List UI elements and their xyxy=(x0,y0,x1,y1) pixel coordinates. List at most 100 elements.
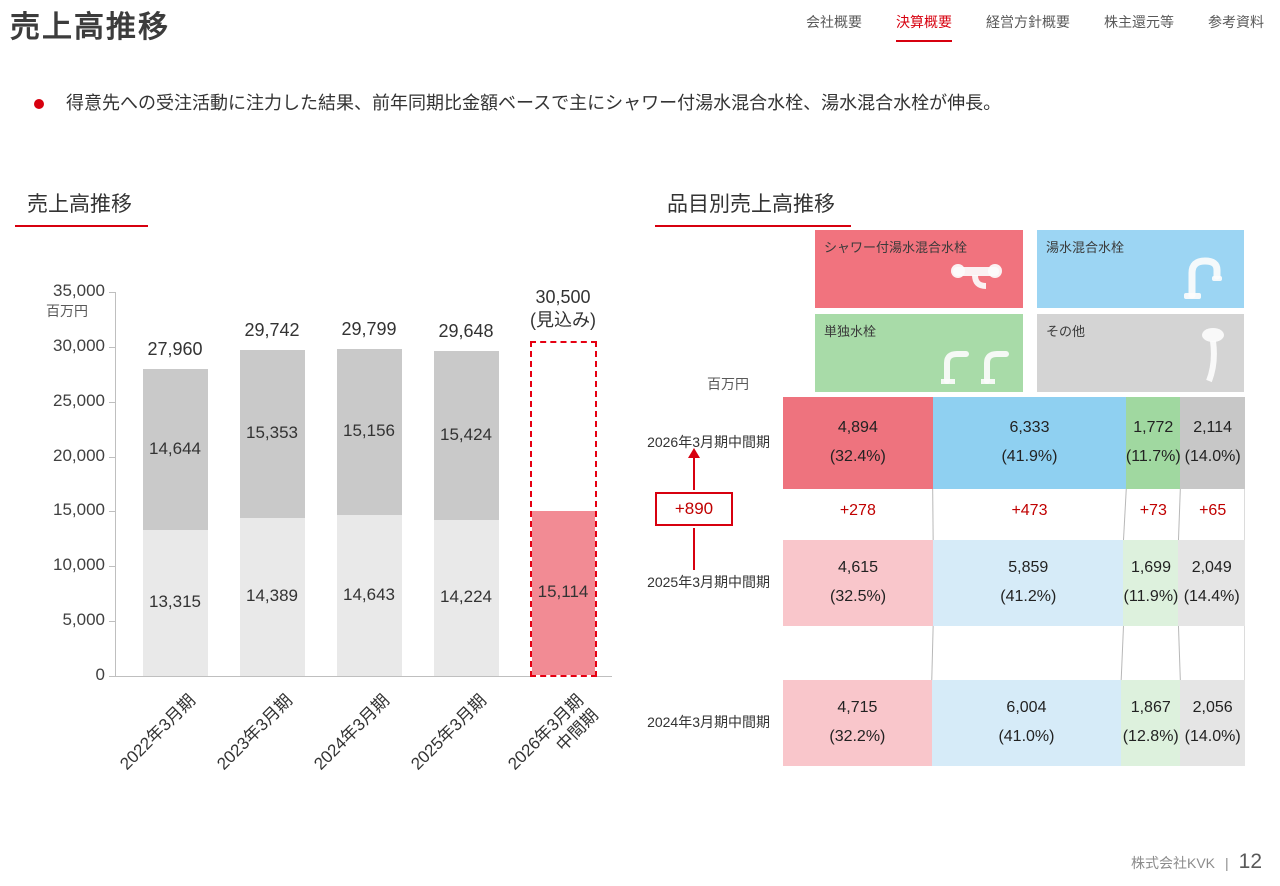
y-axis-label: 25,000 xyxy=(53,390,105,410)
category-segment: 6,333 (41.9%) xyxy=(932,397,1127,489)
category-segment: 1,867 (12.8%) xyxy=(1121,680,1181,766)
y-axis-tick xyxy=(109,566,115,568)
legend-label: シャワー付湯水混合水栓 xyxy=(824,240,968,255)
bar-value-upper: 15,353 xyxy=(246,423,298,442)
category-segment: 5,859 (41.2%) xyxy=(933,540,1124,626)
category-segment: 4,615 (32.5%) xyxy=(783,540,934,626)
segment-value: 1,772 (11.7%) xyxy=(1125,419,1181,465)
top-nav: 会社概要 決算概要 経営方針概要 株主還元等 参考資料 xyxy=(806,12,1264,42)
delta-arrow-line xyxy=(693,458,695,490)
y-axis-label: 10,000 xyxy=(53,555,105,575)
bar-total-label: 29,799 xyxy=(341,319,397,339)
y-axis-tick xyxy=(109,346,115,348)
segment-value: 2,114 (14.0%) xyxy=(1184,419,1241,465)
segment-value: 6,333 (41.9%) xyxy=(1001,419,1058,465)
category-segment: 6,004 (41.0%) xyxy=(931,680,1122,766)
bar-segment-upper xyxy=(142,369,208,530)
bar-segment-upper xyxy=(239,350,305,518)
bar-total-label: 29,648 xyxy=(438,321,494,341)
period-label: 2025年3月期中間期 xyxy=(647,574,770,590)
segment-value: 4,894 (32.4%) xyxy=(829,419,886,465)
bar-segment-lower xyxy=(239,518,305,676)
bar-value-lower: 13,315 xyxy=(149,592,201,611)
segment-value: 4,615 (32.5%) xyxy=(830,559,887,605)
y-axis-label: 15,000 xyxy=(53,500,105,520)
delta-value: +278 xyxy=(839,502,876,519)
page-title: 売上高推移 xyxy=(10,11,170,44)
bar-total-label: 29,742 xyxy=(244,320,300,340)
mixer-faucet-image xyxy=(1174,249,1238,306)
category-segment: 2,114 (14.0%) xyxy=(1180,397,1245,489)
bar-value-upper: 14,644 xyxy=(149,438,201,458)
segment-value: 6,004 (41.0%) xyxy=(998,699,1055,745)
unit-label-right: 百万円 xyxy=(707,376,749,392)
y-axis-tick xyxy=(109,401,115,403)
bar-segment-upper xyxy=(433,351,499,520)
category-segment: 2,049 (14.4%) xyxy=(1178,540,1245,626)
left-section-heading: 売上高推移 xyxy=(15,188,148,227)
x-axis-line xyxy=(115,676,612,677)
bar-value-lower: 14,389 xyxy=(246,586,298,605)
footer: 株式会社KVK | 12 xyxy=(1131,850,1262,874)
shower-head-image xyxy=(1188,323,1238,390)
nav-tab-3[interactable]: 経営方針概要 xyxy=(986,14,1070,30)
segment-value: 2,049 (14.4%) xyxy=(1183,559,1240,605)
y-axis-label: 35,000 xyxy=(53,281,105,300)
y-axis-tick xyxy=(109,292,115,293)
single-faucet-image xyxy=(933,337,1017,390)
y-axis-line xyxy=(115,292,116,676)
period-label: 2026年3月期中間期 xyxy=(647,434,770,450)
y-axis-label: 5,000 xyxy=(62,610,105,630)
bar-segment-lower xyxy=(142,530,208,676)
legend-label: 単独水栓 xyxy=(824,324,877,339)
page-number: 12 xyxy=(1238,850,1262,873)
delta-value: +73 xyxy=(1139,502,1167,519)
bar-forecast-outline xyxy=(529,341,597,677)
bar-value-upper: 15,424 xyxy=(440,424,492,444)
nav-tab-4[interactable]: 株主還元等 xyxy=(1104,14,1174,30)
bar-value-upper: 15,156 xyxy=(343,421,395,440)
category-segment: 1,699 (11.9%) xyxy=(1123,540,1179,626)
legend-item-2: 湯水混合水栓 xyxy=(1037,230,1244,308)
period-label: 2024年3月期中間期 xyxy=(647,714,770,730)
segment-value: 5,859 (41.2%) xyxy=(1000,559,1057,605)
y-axis-tick xyxy=(109,621,115,623)
category-segment: 4,715 (32.2%) xyxy=(783,680,932,766)
legend-item-4: その他 xyxy=(1037,314,1244,392)
y-axis-label: 0 xyxy=(95,665,105,684)
category-segment: 4,894 (32.4%) xyxy=(783,397,933,489)
legend-label: 湯水混合水栓 xyxy=(1046,240,1125,255)
bar-segment-lower xyxy=(336,515,402,676)
delta-arrow-tail xyxy=(693,528,695,570)
bar-value-lower: 15,114 xyxy=(537,582,589,601)
footer-company: 株式会社KVK xyxy=(1130,855,1215,871)
category-segment: 2,056 (14.0%) xyxy=(1180,680,1245,766)
legend-label: その他 xyxy=(1046,324,1086,339)
right-section-heading: 品目別売上高推移 xyxy=(655,188,851,227)
category-segment: 1,772 (11.7%) xyxy=(1125,397,1181,489)
bar-segment-upper xyxy=(336,349,402,515)
bar-total-label: 30,500 (見込み) xyxy=(530,287,596,331)
y-axis-tick xyxy=(109,676,115,677)
unit-label-left: 百万円 xyxy=(46,303,88,319)
delta-arrow-head xyxy=(688,448,700,458)
bar-value-lower: 14,224 xyxy=(440,587,492,606)
bullet-icon xyxy=(34,99,44,109)
nav-tab-5[interactable]: 参考資料 xyxy=(1208,14,1264,30)
segment-value: 1,699 (11.9%) xyxy=(1123,559,1179,605)
total-delta-box: +890 xyxy=(655,492,733,526)
legend-item-3: 単独水栓 xyxy=(815,314,1023,392)
nav-tab-1[interactable]: 会社概要 xyxy=(806,14,862,30)
bar-total-label: 27,960 xyxy=(147,339,203,359)
bar-segment-lower xyxy=(433,520,499,676)
y-axis-tick xyxy=(109,456,115,458)
nav-tab-2[interactable]: 決算概要 xyxy=(896,12,952,42)
delta-value: +473 xyxy=(1011,502,1048,519)
summary-text: 得意先への受注活動に注力した結果、前年同期比金額ベースで主にシャワー付湯水混合水… xyxy=(66,93,1002,113)
segment-value: 2,056 (14.0%) xyxy=(1184,699,1241,745)
legend-item-1: シャワー付湯水混合水栓 xyxy=(815,230,1023,308)
bar-value-lower: 14,643 xyxy=(343,584,395,604)
y-axis-label: 20,000 xyxy=(53,445,105,465)
delta-value: +65 xyxy=(1199,502,1227,519)
